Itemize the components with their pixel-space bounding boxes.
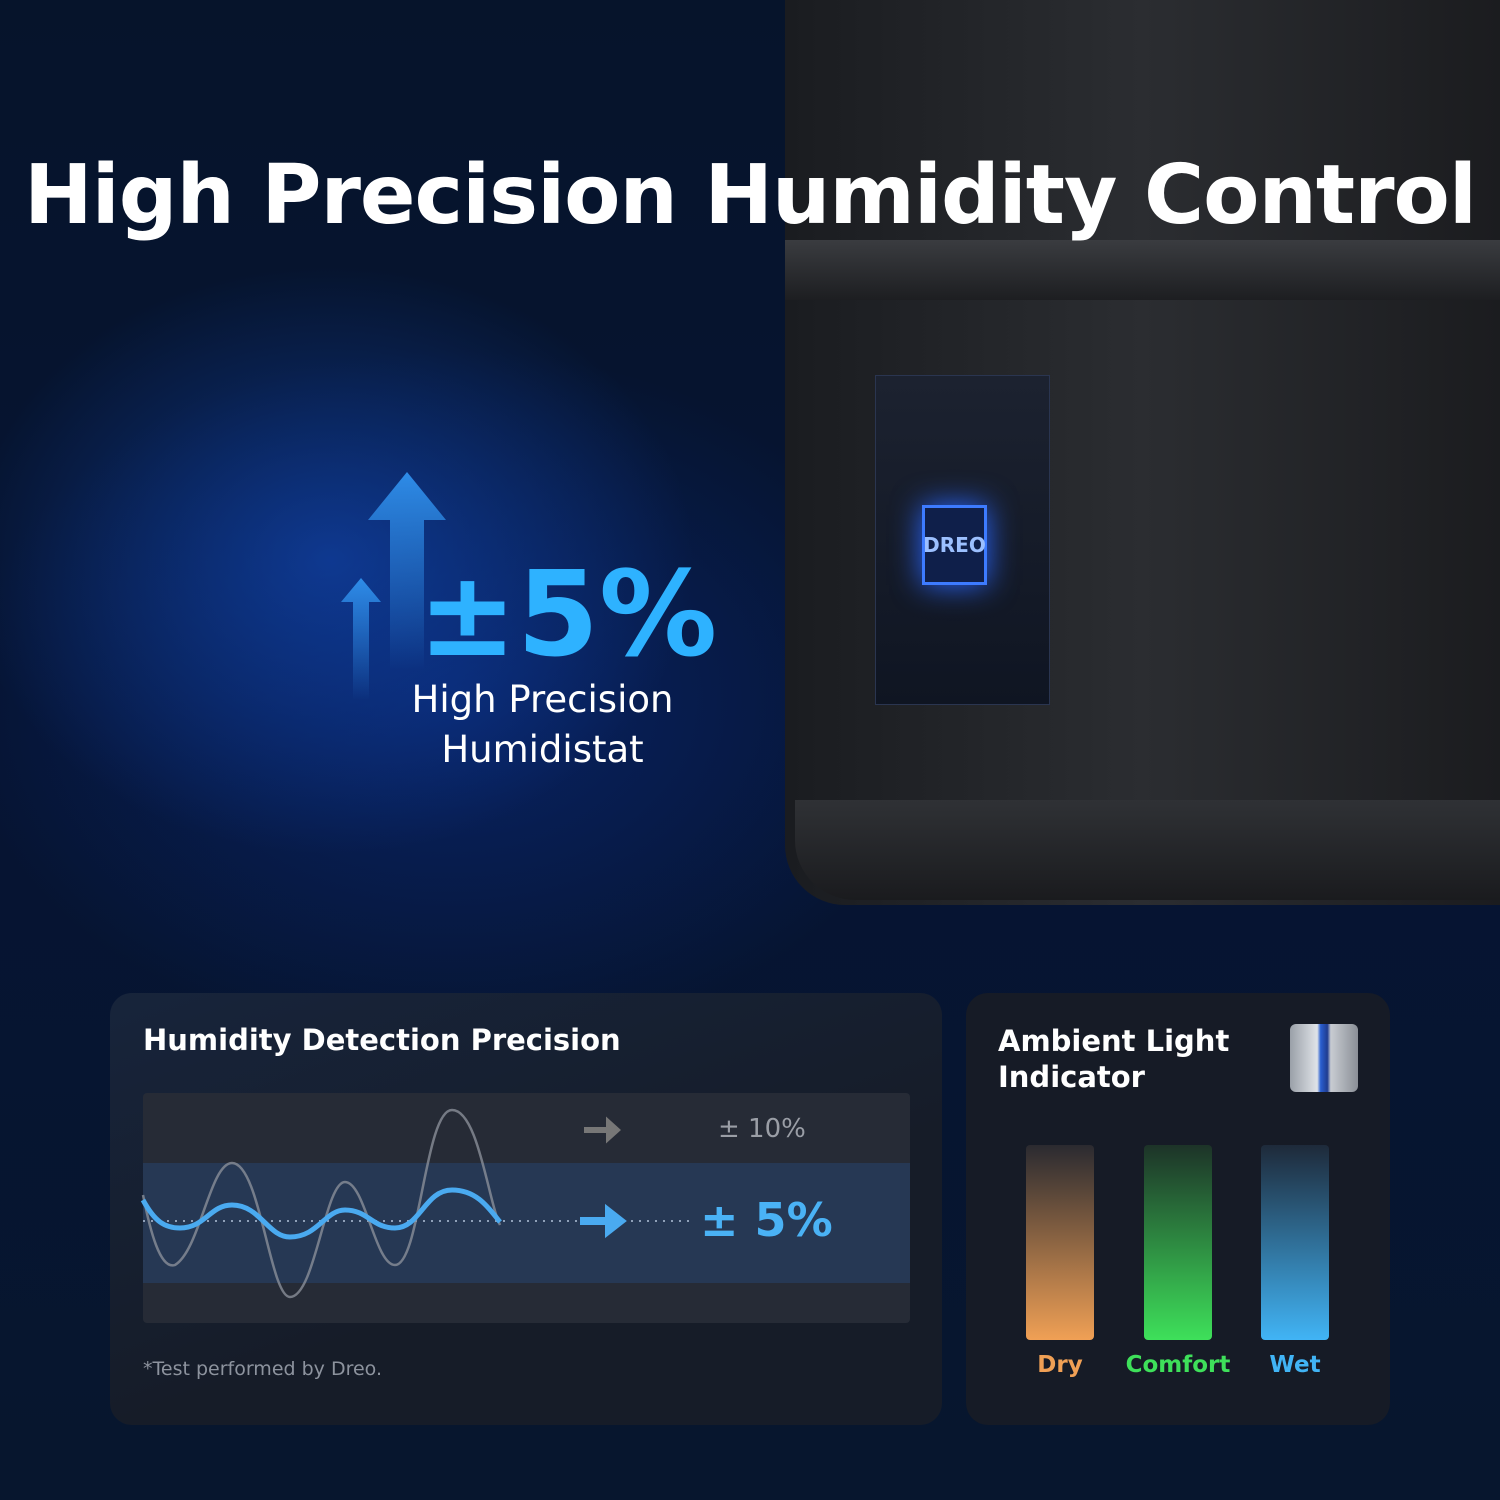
- footnote: *Test performed by Dreo.: [143, 1358, 382, 1380]
- precision-chart-area: [143, 1093, 910, 1323]
- tolerance-band: [143, 1163, 910, 1283]
- page-title: High Precision Humidity Control: [24, 148, 1477, 243]
- device-thumbnail: [1290, 1024, 1358, 1092]
- wet-light-bar: [1261, 1145, 1329, 1340]
- dreo-wave: [140, 1187, 502, 1240]
- dreo-precision-label: ± 5%: [700, 1193, 833, 1247]
- circuit-board-image: [875, 375, 1050, 705]
- dry-label: Dry: [1037, 1352, 1083, 1378]
- comfort-label: Comfort: [1125, 1352, 1231, 1378]
- ambient-light-title: Ambient Light Indicator: [998, 1024, 1230, 1094]
- comfort-light-bar: [1144, 1145, 1212, 1340]
- dry-light-bar: [1026, 1145, 1094, 1340]
- wet-label: Wet: [1269, 1352, 1321, 1378]
- other-wave: [141, 1108, 502, 1299]
- arrow-up-icon: [341, 472, 446, 700]
- precision-label: High Precision Humidistat: [411, 678, 674, 771]
- precision-value: ±5%: [418, 545, 718, 683]
- other-precision-label: ± 10%: [718, 1114, 806, 1144]
- arrow-right-icon: [584, 1116, 621, 1144]
- precision-card-title: Humidity Detection Precision: [143, 1023, 621, 1057]
- chip-logo: DREO: [922, 505, 987, 585]
- arrow-right-icon: [580, 1203, 627, 1239]
